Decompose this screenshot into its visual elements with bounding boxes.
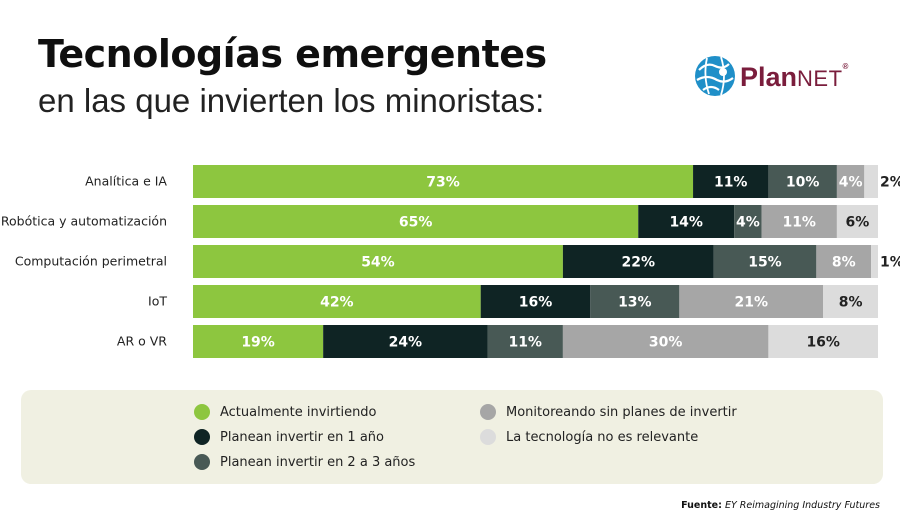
bar-ar-o-vr-series-2 [487, 325, 563, 358]
logo-reg-mark: ® [842, 62, 849, 71]
bar-iot-series-0 [193, 285, 481, 318]
plannet-logo: PlanNET® [693, 54, 883, 102]
legend-swatch-actualmente [194, 404, 210, 420]
bar-label-analitica-e-ia-series-3: 4% [839, 175, 863, 191]
bar-label-analitica-e-ia-series-2: 10% [786, 175, 820, 191]
bar-label-iot-series-4: 8% [839, 295, 863, 311]
bar-label-iot-series-1: 16% [519, 295, 553, 311]
globe-icon [695, 56, 735, 96]
legend-label-monitoreando: Monitoreando sin planes de invertir [506, 404, 737, 420]
category-label-computacion-perimetral: Computación perimetral [15, 254, 167, 269]
bar-label-iot-series-3: 21% [735, 295, 769, 311]
bar-robotica-y-automatizacion-series-1 [638, 205, 735, 238]
category-label-ar-o-vr: AR o VR [117, 334, 167, 349]
legend-swatch-1-ano [194, 429, 210, 445]
bar-label-ar-o-vr-series-3: 30% [649, 335, 683, 351]
legend-item-monitoreando: Monitoreando sin planes de invertir [480, 404, 737, 420]
logo-brand-main: Plan [740, 62, 798, 92]
bar-label-robotica-y-automatizacion-series-2: 4% [736, 215, 760, 231]
bar-iot-series-2 [590, 285, 680, 318]
bar-label-analitica-e-ia-series-4: 2% [880, 175, 900, 191]
legend-item-no-relevante: La tecnología no es relevante [480, 429, 698, 445]
bar-label-robotica-y-automatizacion-series-1: 14% [669, 215, 703, 231]
category-label-iot: IoT [148, 294, 167, 309]
bar-label-robotica-y-automatizacion-series-4: 6% [846, 215, 870, 231]
bar-computacion-perimetral-series-2 [713, 245, 817, 278]
bar-label-analitica-e-ia-series-0: 73% [426, 175, 460, 191]
legend-label-actualmente: Actualmente invirtiendo [220, 404, 377, 420]
bar-analitica-e-ia-series-4 [864, 165, 878, 198]
bar-label-computacion-perimetral-series-0: 54% [361, 255, 395, 271]
bar-label-ar-o-vr-series-2: 11% [508, 335, 542, 351]
legend-label-1-ano: Planean invertir en 1 año [220, 429, 384, 445]
stacked-bar-chart: Analítica e IA 73% 11% 10% 4% 2% Robótica y au… [1, 165, 900, 358]
bar-robotica-y-automatizacion-series-3 [761, 205, 837, 238]
legend-swatch-monitoreando [480, 404, 496, 420]
bar-label-iot-series-2: 13% [618, 295, 652, 311]
bar-label-analitica-e-ia-series-1: 11% [714, 175, 748, 191]
bar-computacion-perimetral-series-4 [871, 245, 878, 278]
bar-label-iot-series-0: 42% [320, 295, 354, 311]
logo-wordmark: PlanNET® [740, 62, 848, 93]
bar-iot-series-3 [679, 285, 824, 318]
page-title: Tecnologías emergentes [38, 32, 547, 76]
source-label: Fuente: [681, 500, 722, 511]
bar-iot-series-1 [480, 285, 591, 318]
bar-analitica-e-ia-series-2 [768, 165, 837, 198]
bar-computacion-perimetral-series-3 [816, 245, 872, 278]
bar-label-ar-o-vr-series-0: 19% [241, 335, 275, 351]
bar-computacion-perimetral-series-0 [193, 245, 563, 278]
source-text: EY Reimagining Industry Futures [724, 500, 880, 511]
bar-analitica-e-ia-series-0 [193, 165, 694, 198]
bar-robotica-y-automatizacion-series-2 [734, 205, 762, 238]
bar-ar-o-vr-series-3 [562, 325, 769, 358]
category-label-analitica-e-ia: Analítica e IA [85, 174, 167, 189]
legend-item-2-3-anos: Planean invertir en 2 a 3 años [194, 454, 415, 470]
page-subtitle: en las que invierten los minoristas: [38, 82, 545, 119]
legend-item-1-ano: Planean invertir en 1 año [194, 429, 384, 445]
bar-ar-o-vr-series-4 [768, 325, 878, 358]
legend-swatch-no-relevante [480, 429, 496, 445]
category-label-robotica-y-automatizacion: Robótica y automatización [1, 214, 167, 229]
source-note: Fuente: EY Reimagining Industry Futures [681, 500, 880, 511]
bar-iot-series-4 [823, 285, 878, 318]
legend: Actualmente invirtiendo Planean invertir… [21, 390, 883, 484]
legend-item-actualmente: Actualmente invirtiendo [194, 404, 377, 420]
bar-computacion-perimetral-series-1 [562, 245, 714, 278]
legend-label-no-relevante: La tecnología no es relevante [506, 429, 699, 445]
logo-brand-suffix: NET [797, 66, 843, 91]
bar-label-robotica-y-automatizacion-series-0: 65% [399, 215, 433, 231]
legend-swatch-2-3-anos [194, 454, 210, 470]
legend-label-2-3-anos: Planean invertir en 2 a 3 años [220, 454, 416, 470]
bar-label-computacion-perimetral-series-2: 15% [748, 255, 782, 271]
bar-label-computacion-perimetral-series-4: 1% [880, 255, 900, 271]
bar-analitica-e-ia-series-1 [693, 165, 769, 198]
bar-ar-o-vr-series-1 [323, 325, 488, 358]
bar-label-computacion-perimetral-series-1: 22% [621, 255, 655, 271]
bar-label-ar-o-vr-series-1: 24% [389, 335, 423, 351]
bar-label-computacion-perimetral-series-3: 8% [832, 255, 856, 271]
bar-label-robotica-y-automatizacion-series-3: 11% [782, 215, 816, 231]
bar-robotica-y-automatizacion-series-4 [836, 205, 878, 238]
bar-label-ar-o-vr-series-4: 16% [806, 335, 840, 351]
bar-ar-o-vr-series-0 [193, 325, 324, 358]
bar-analitica-e-ia-series-3 [836, 165, 865, 198]
bar-robotica-y-automatizacion-series-0 [193, 205, 639, 238]
